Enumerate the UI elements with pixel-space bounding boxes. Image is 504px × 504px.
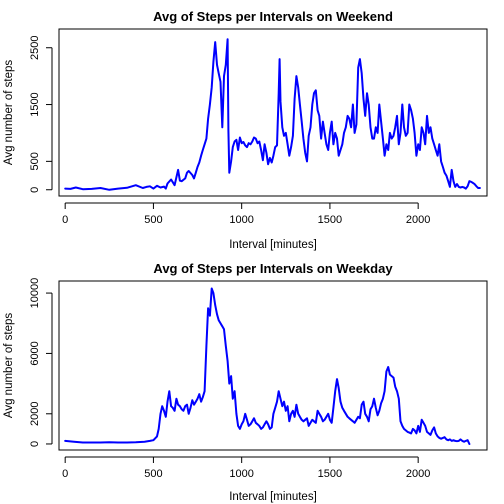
- weekday-y-axis-label: Avg number of steps: [3, 313, 15, 419]
- weekend-x-tick-label: 1500: [318, 214, 342, 226]
- weekend-x-tick-label: 500: [144, 214, 162, 226]
- weekday-y-tick-label: 2000: [29, 402, 41, 426]
- weekday-y-tick-label: 0: [29, 441, 41, 447]
- weekend-x-tick-label: 0: [62, 214, 68, 226]
- weekday-x-tick-label: 1500: [318, 468, 342, 480]
- weekday-y-tick-label: 6000: [29, 341, 41, 365]
- weekend-series-line: [64, 38, 481, 191]
- weekday-series-line: [64, 287, 471, 445]
- weekend-plot-frame: [58, 28, 488, 197]
- weekend-x-axis-label: Interval [minutes]: [229, 239, 317, 251]
- weekday-x-tick-label: 0: [62, 468, 68, 480]
- weekday-chart-title: Avg of Steps per Intervals on Weekday: [153, 261, 393, 276]
- weekday-x-tick-label: 1000: [229, 468, 253, 480]
- weekday-plot: Avg of Steps per Intervals on Weekday 0 50…: [3, 261, 488, 503]
- weekend-y-axis-label: Avg number of steps: [3, 60, 15, 166]
- weekday-x-tick-label: 2000: [406, 468, 430, 480]
- weekday-x-tick-label: 500: [144, 468, 162, 480]
- weekend-x-tick-label: 2000: [406, 214, 430, 226]
- weekday-x-axis-label: Interval [minutes]: [229, 491, 317, 503]
- weekend-y-tick-label: 0: [29, 187, 41, 193]
- weekend-y-tick-label: 500: [29, 152, 41, 170]
- weekday-y-tick-label: 10000: [29, 278, 41, 309]
- weekday-plot-frame: [58, 280, 488, 451]
- weekend-x-tick-label: 1000: [229, 214, 253, 226]
- weekend-y-tick-label: 1500: [29, 92, 41, 116]
- weekend-y-tick-label: 2500: [29, 36, 41, 60]
- weekend-plot: Avg of Steps per Intervals on Weekend 0 50…: [3, 9, 488, 251]
- weekend-chart-title: Avg of Steps per Intervals on Weekend: [153, 9, 393, 24]
